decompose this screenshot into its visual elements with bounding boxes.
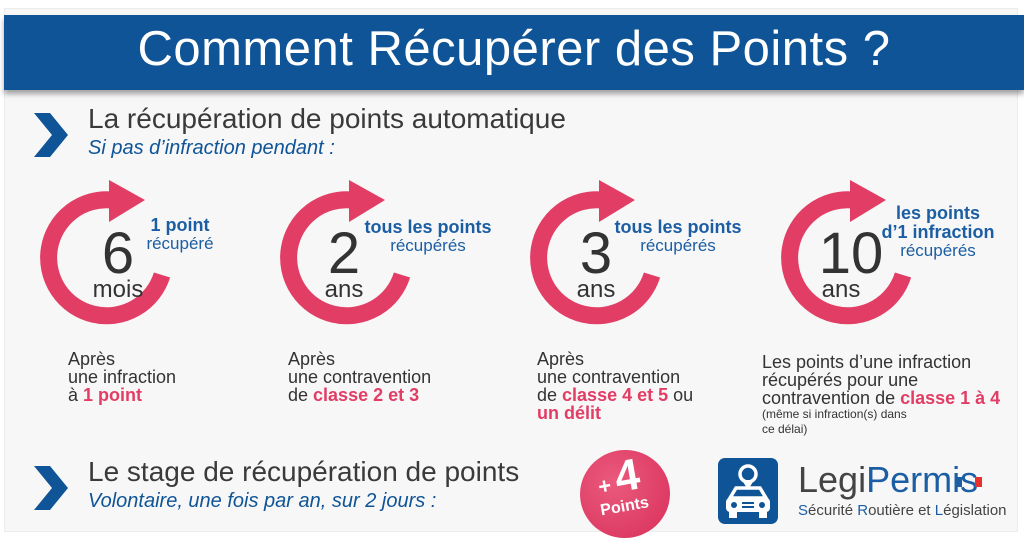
recovery-label: tous les points récupérés [614,217,742,255]
condition-description: Les points d’une infraction récupérés po… [762,352,1001,436]
brand-name: LegiPermis [798,459,979,500]
condition-description: Après une contravention de classe 2 et 3 [288,349,432,405]
cycle-arrow-icon [530,180,661,325]
auto-section-title: La récupération de points automatique [88,103,566,134]
condition-description: Après une contravention de classe 4 et 5… [537,349,694,423]
recovery-label: les points d’1 infraction récupérés [881,203,995,260]
brand-tagline: Sécurité Routière et Législation [798,502,1007,519]
stage-section-title: Le stage de récupération de points [88,456,520,487]
duration-number: 6 [101,221,135,286]
legipermis-logo-icon [718,458,778,524]
chevron-right-icon [34,466,68,510]
condition-description: Après une infraction à 1 point [68,349,177,405]
cycle-arrow-icon [280,180,411,325]
duration-unit: ans [821,276,861,303]
duration-unit: ans [324,276,364,303]
recovery-label: tous les points récupérés [364,217,492,255]
duration-unit: mois [92,276,144,303]
chevron-right-icon [34,113,68,157]
cycle-arrow-icon [40,180,171,325]
infographic-background [4,8,1018,532]
duration-number: 10 [818,221,884,286]
flag-red-stripe [975,477,982,487]
car-location-pin-icon [726,464,770,518]
flag-blue-stripe [955,477,962,487]
recovery-label: 1 point récupéré [146,215,214,253]
duration-unit: ans [576,276,616,303]
title-banner: Comment Récupérer des Points ? [4,15,1024,90]
page-title: Comment Récupérer des Points ? [137,22,891,76]
duration-number: 3 [579,221,613,286]
auto-section-subtitle: Si pas d’infraction pendant : [88,137,335,159]
stage-section-subtitle: Volontaire, une fois par an, sur 2 jours… [88,490,437,512]
duration-number: 2 [327,221,361,286]
cycle-arrow-icon [781,180,912,325]
